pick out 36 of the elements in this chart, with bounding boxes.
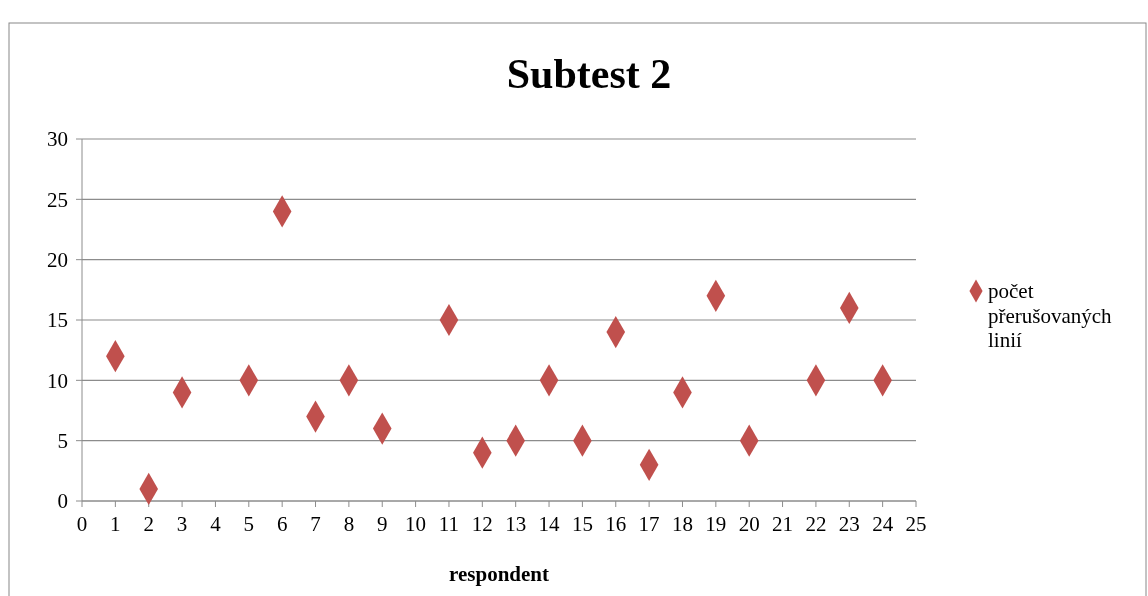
x-tick-label: 22 xyxy=(805,512,827,536)
legend-label: počet přerušovaných linií xyxy=(988,279,1113,352)
x-tick-label: 0 xyxy=(76,512,88,536)
x-tick-label: 24 xyxy=(872,512,894,536)
x-tick-label: 25 xyxy=(905,512,927,536)
x-tick-label: 4 xyxy=(210,512,222,536)
x-tick-label: 23 xyxy=(838,512,860,536)
x-axis-title: respondent xyxy=(449,562,549,586)
x-tick-label: 14 xyxy=(538,512,561,536)
x-tick-label: 10 xyxy=(405,512,427,536)
x-tick-label: 2 xyxy=(143,512,154,536)
chart-title: Subtest 2 xyxy=(506,51,672,97)
y-tick-label: 5 xyxy=(57,429,68,454)
x-tick-label: 15 xyxy=(571,512,593,536)
x-tick-label: 21 xyxy=(772,512,794,536)
x-tick-label: 18 xyxy=(671,512,693,536)
x-tick-label: 8 xyxy=(343,512,355,536)
y-tick-label: 25 xyxy=(47,187,68,212)
y-tick-label: 10 xyxy=(47,368,68,393)
y-tick-label: 20 xyxy=(47,248,68,273)
x-tick-label: 7 xyxy=(310,512,321,536)
x-tick-label: 6 xyxy=(276,512,288,536)
y-tick-label: 15 xyxy=(47,308,68,333)
x-tick-label: 17 xyxy=(638,512,660,536)
x-tick-label: 13 xyxy=(505,512,527,536)
x-tick-label: 11 xyxy=(438,512,460,536)
x-tick-label: 20 xyxy=(738,512,760,536)
x-tick-label: 3 xyxy=(176,512,188,536)
y-tick-label: 30 xyxy=(47,127,68,152)
x-tick-label: 19 xyxy=(705,512,727,536)
x-tick-label: 9 xyxy=(376,512,388,536)
x-tick-label: 1 xyxy=(110,512,121,536)
y-tick-label: 0 xyxy=(57,489,68,514)
x-tick-label: 16 xyxy=(605,512,627,536)
x-tick-label: 5 xyxy=(243,512,255,536)
x-tick-label: 12 xyxy=(471,512,493,536)
